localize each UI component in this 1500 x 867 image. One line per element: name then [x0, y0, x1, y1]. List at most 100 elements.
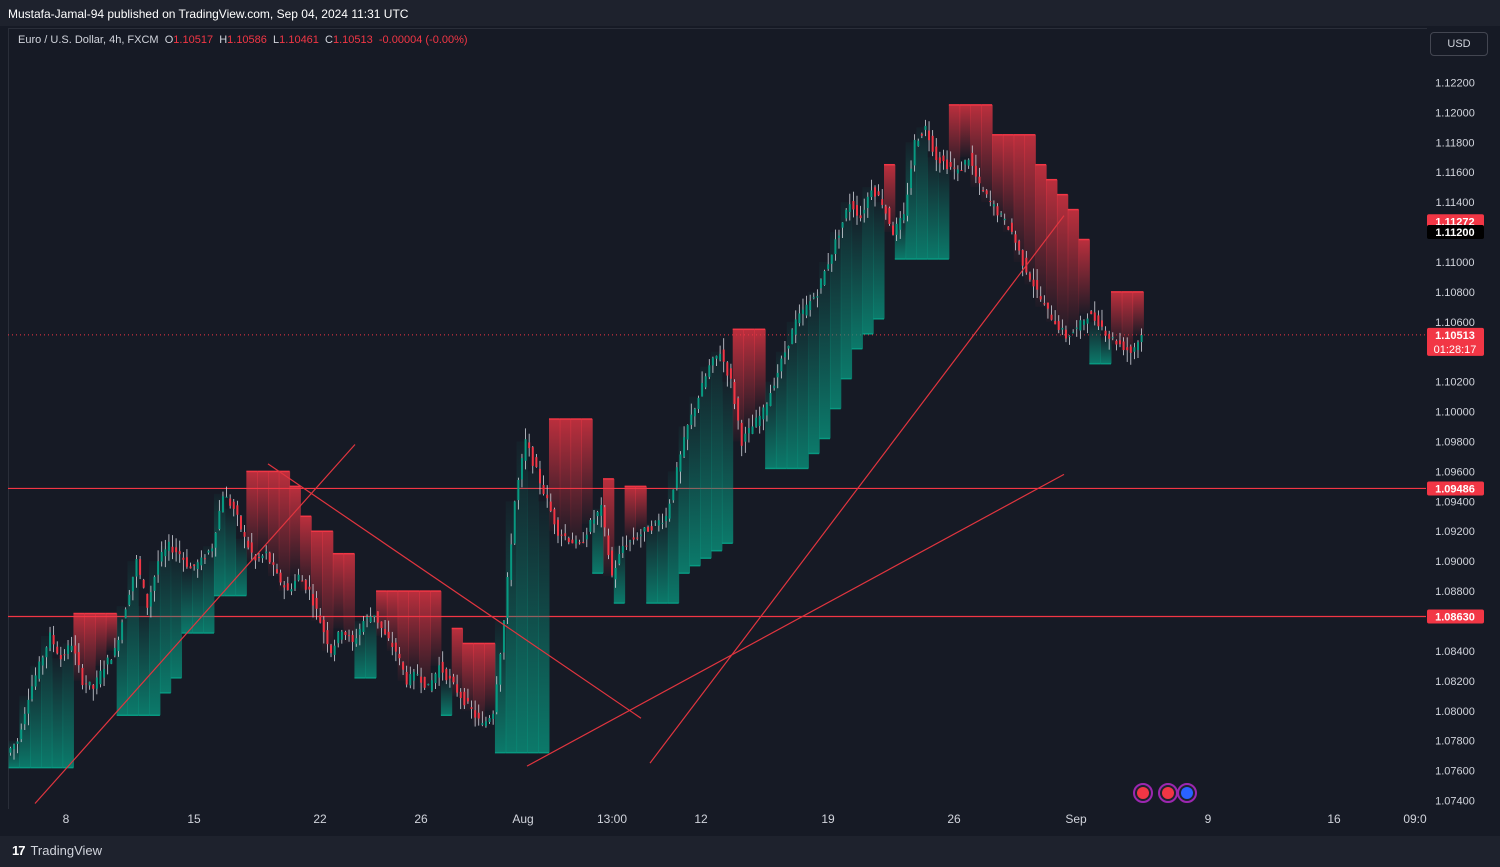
bear-candle: [528, 442, 531, 449]
bear-candle: [564, 533, 567, 537]
bull-candle: [585, 534, 588, 540]
bear-candle: [56, 646, 59, 654]
bull-candle: [337, 631, 340, 644]
bear-candle: [859, 215, 862, 219]
bear-candle: [650, 526, 653, 531]
price-label: 1.09486: [1435, 483, 1475, 495]
legend-change: -0.00004 (-0.00%): [378, 34, 468, 46]
bull-candle: [679, 454, 682, 472]
bear-candle: [466, 697, 469, 702]
bull-candle: [683, 437, 686, 457]
y-tick-label: 1.10800: [1435, 287, 1475, 299]
bull-candle: [866, 196, 869, 208]
bear-candle: [178, 551, 181, 555]
bull-band: [127, 561, 139, 716]
price-label-box: [1427, 214, 1484, 229]
bear-candle: [556, 519, 559, 536]
bear-band: [948, 104, 961, 173]
bull-band: [829, 232, 842, 409]
bull-candle: [430, 680, 433, 691]
trendline: [526, 473, 1065, 767]
bear-band: [343, 553, 355, 644]
bear-candle: [85, 683, 88, 685]
bear-candle: [946, 159, 949, 170]
bear-candle: [185, 557, 188, 567]
bear-candle: [254, 555, 257, 561]
bull-candle: [333, 645, 336, 655]
bull-band: [808, 291, 820, 454]
bull-band: [354, 621, 366, 678]
bear-candle: [971, 152, 974, 166]
bull-candle: [520, 458, 523, 480]
bull-candle: [265, 551, 268, 554]
publish-info: Mustafa-Jamal-94 published on TradingVie…: [8, 7, 409, 21]
bull-candle: [917, 140, 920, 147]
bull-candle: [924, 125, 927, 130]
bull-band: [775, 351, 788, 469]
bull-candle: [513, 501, 516, 544]
bull-candle: [499, 653, 502, 685]
bear-band: [408, 591, 420, 674]
bull-candle: [913, 139, 916, 166]
y-tick-label: 1.08200: [1435, 676, 1475, 688]
bear-band: [548, 419, 561, 532]
bear-band: [267, 471, 280, 577]
bear-candle: [203, 558, 206, 560]
bear-band: [581, 419, 593, 524]
currency-button[interactable]: USD: [1430, 32, 1488, 56]
bull-band: [213, 493, 226, 596]
bull-band: [678, 426, 690, 574]
bull-band: [689, 396, 701, 566]
bull-candle: [225, 496, 228, 498]
bear-candle: [892, 225, 895, 235]
bull-candle: [755, 417, 758, 427]
bull-band: [873, 202, 885, 319]
bear-band: [1132, 291, 1144, 336]
bull-candle: [672, 489, 675, 501]
y-tick-label: 1.11800: [1436, 137, 1475, 149]
bear-band: [1035, 164, 1047, 307]
bear-band: [992, 134, 1004, 218]
bull-candle: [1082, 320, 1085, 325]
bull-band: [711, 351, 723, 551]
bull-candle: [106, 657, 109, 665]
bear-candle: [531, 447, 534, 466]
bull-candle: [297, 574, 300, 581]
bull-candle: [845, 209, 848, 219]
bull-candle: [99, 670, 102, 685]
bear-candle: [1100, 320, 1103, 327]
bull-candle: [765, 404, 768, 416]
bull-candle: [654, 521, 657, 523]
bear-candle: [52, 635, 55, 645]
bull-band: [667, 471, 680, 604]
bear-band: [1046, 179, 1058, 322]
bear-candle: [139, 559, 142, 575]
price-labels: 1.112721.112001.1051301:28:171.094861.08…: [1133, 214, 1484, 803]
tradingview-brand[interactable]: 17 TradingView: [12, 843, 102, 858]
bear-candle: [1064, 329, 1067, 339]
bear-candle: [394, 642, 397, 652]
bull-candle: [261, 555, 264, 559]
bull-candle: [427, 683, 430, 686]
bear-band: [462, 643, 474, 711]
bear-candle: [441, 661, 444, 673]
bear-candle: [989, 201, 992, 203]
bear-candle: [553, 509, 556, 525]
y-tick-label: 1.11400: [1436, 197, 1475, 209]
flag-icon: [1162, 787, 1174, 799]
bull-candle: [1133, 347, 1136, 352]
bull-band: [505, 501, 518, 753]
bull-candle: [481, 723, 484, 725]
bull-candle: [211, 548, 214, 552]
bear-band: [386, 591, 399, 651]
bear-candle: [632, 537, 635, 540]
bear-candle: [63, 654, 66, 656]
bear-candle: [1036, 280, 1039, 290]
bear-candle: [1050, 314, 1053, 320]
bear-band: [105, 613, 118, 651]
bear-candle: [250, 542, 253, 553]
bull-candle: [49, 632, 52, 649]
bull-band: [938, 164, 950, 259]
bull-candle: [1075, 327, 1078, 329]
